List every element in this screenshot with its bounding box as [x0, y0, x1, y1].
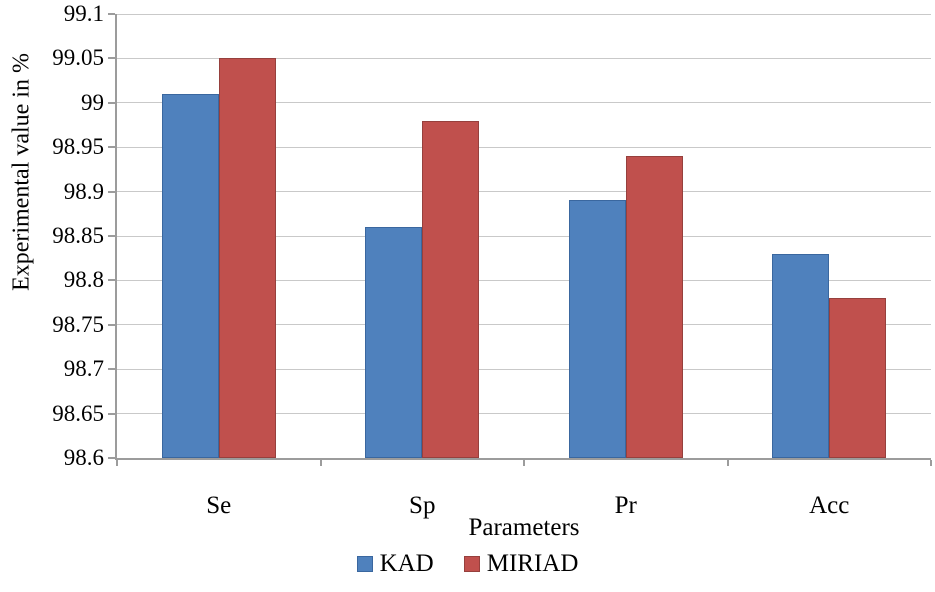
- gridline: [117, 235, 931, 237]
- y-tick-label: 98.75: [52, 311, 104, 337]
- legend-item-kad: KAD: [356, 550, 434, 577]
- y-tick-label: 98.8: [63, 267, 104, 293]
- gridline: [117, 146, 931, 148]
- x-tick-label-se: Se: [206, 492, 232, 519]
- bar-kad-acc: [772, 253, 830, 458]
- bar-miriad-pr: [625, 156, 683, 458]
- gridline: [117, 279, 931, 281]
- x-tick-label-acc: Acc: [809, 492, 850, 519]
- bar-miriad-se: [218, 58, 276, 458]
- plot-area: [108, 13, 932, 466]
- y-axis-tick: [108, 146, 115, 149]
- y-tick-label: 99: [81, 89, 104, 115]
- y-axis-tick: [108, 279, 115, 282]
- x-axis-tick: [319, 460, 322, 466]
- y-axis-tick: [108, 101, 115, 104]
- y-axis-tick: [108, 412, 115, 415]
- legend-label-miriad: MIRIAD: [486, 550, 579, 577]
- y-tick-label: 98.6: [63, 445, 104, 470]
- y-tick-label: 98.7: [63, 356, 104, 382]
- y-axis-line: [115, 14, 117, 458]
- x-axis-tick: [726, 460, 729, 466]
- legend-item-miriad: MIRIAD: [463, 550, 579, 577]
- y-axis-tick: [108, 13, 115, 15]
- x-axis-line: [115, 458, 931, 460]
- legend: KAD MIRIAD: [0, 551, 935, 577]
- gridline: [117, 13, 931, 15]
- y-axis-tick: [108, 368, 115, 371]
- x-axis-tick: [116, 460, 118, 466]
- bar-kad-pr: [568, 200, 626, 458]
- y-tick-label: 98.95: [52, 134, 104, 160]
- y-tick-label: 98.85: [52, 223, 104, 248]
- y-axis-tick: [108, 323, 115, 326]
- gridline: [117, 102, 931, 104]
- y-tick-label: 98.9: [63, 178, 104, 204]
- gridline: [117, 57, 931, 59]
- y-axis-tick: [108, 57, 115, 60]
- x-tick-label-sp: Sp: [409, 492, 436, 519]
- y-axis-tick-labels: 99.1 99.05 99 98.95 98.9 98.85 98.8 98.75 98.7 98…: [0, 0, 104, 592]
- x-axis-tick: [930, 460, 932, 466]
- legend-swatch-miriad: [463, 556, 480, 572]
- y-tick-label: 99.05: [52, 45, 104, 71]
- x-tick-label-pr: Pr: [614, 492, 637, 519]
- gridline: [117, 191, 931, 193]
- y-axis-tick: [108, 235, 115, 237]
- y-tick-label: 98.65: [52, 400, 104, 426]
- x-axis-tick: [523, 460, 525, 466]
- legend-swatch-kad: [356, 556, 373, 572]
- y-tick-label: 99.1: [63, 1, 104, 26]
- x-axis-title: Parameters: [468, 514, 580, 541]
- y-axis-tick: [108, 190, 115, 193]
- bar-miriad-acc: [829, 298, 887, 458]
- legend-label-kad: KAD: [379, 550, 434, 577]
- gridline: [117, 413, 931, 415]
- y-axis-tick: [108, 457, 115, 459]
- gridline: [117, 368, 931, 370]
- bar-kad-se: [161, 93, 219, 458]
- bar-kad-sp: [365, 227, 423, 458]
- gridline: [117, 324, 931, 326]
- bar-miriad-sp: [422, 120, 480, 458]
